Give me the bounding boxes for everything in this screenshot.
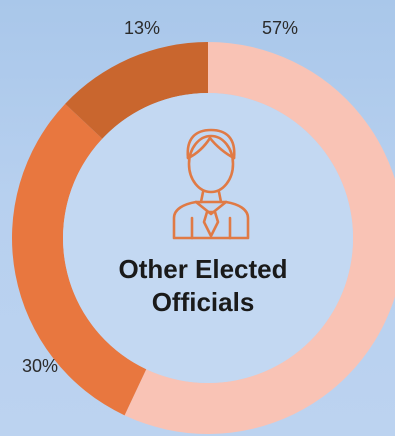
data-label-13: 13% bbox=[124, 18, 160, 38]
donut-slice-3 bbox=[65, 42, 208, 139]
data-label-57: 57% bbox=[262, 18, 298, 38]
donut-slices bbox=[11, 42, 395, 434]
center-title-line-2: Officials bbox=[152, 287, 255, 317]
center-title-line-1: Other Elected bbox=[118, 254, 287, 284]
donut-slice-1 bbox=[124, 42, 395, 434]
data-label-30: 30% bbox=[22, 356, 58, 376]
donut-slice-2 bbox=[11, 103, 147, 416]
person-icon bbox=[172, 128, 250, 240]
